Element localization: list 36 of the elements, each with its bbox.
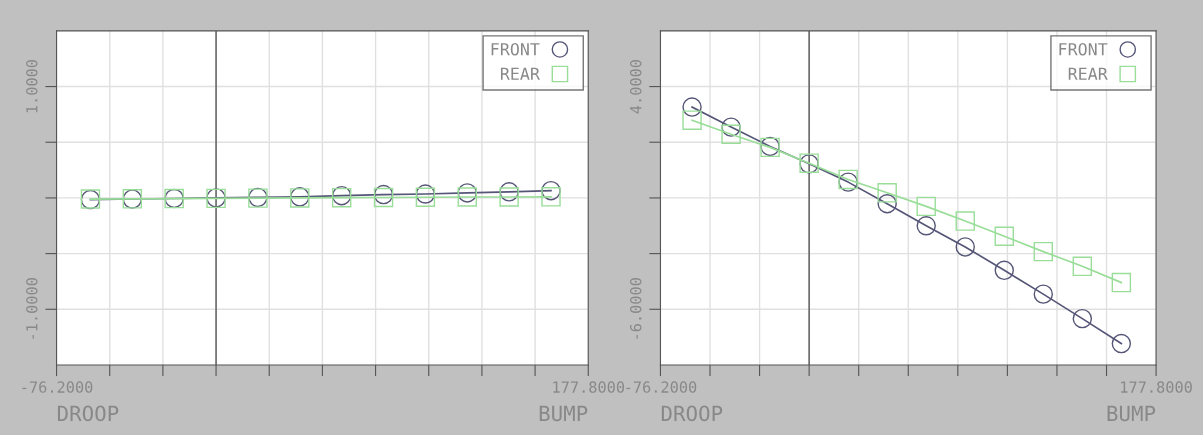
y-tick-label: 4.0000: [629, 59, 642, 114]
text: DROOP: [57, 405, 119, 422]
legend-label: FRONT: [491, 42, 540, 56]
point: [1072, 308, 1093, 329]
y-tick-label: -1.0000: [26, 278, 38, 339]
point: [682, 97, 702, 117]
point: [955, 237, 975, 257]
legend-label: REAR: [1068, 67, 1108, 80]
point: [541, 187, 561, 207]
legend-label: FRONT: [1059, 42, 1108, 56]
x-tick-label: -76.2000: [626, 381, 697, 393]
point: [1033, 284, 1054, 304]
point: [1072, 256, 1093, 277]
y-tick-label: -6.0000: [629, 278, 642, 339]
point: [1033, 241, 1054, 262]
point: [877, 183, 897, 203]
text: BUMP: [539, 405, 588, 422]
x-tick-label: 177.8000: [553, 381, 625, 393]
point: [877, 193, 897, 214]
point: [955, 211, 975, 231]
x-tick-label: -76.2000: [22, 381, 93, 393]
legend-label: REAR: [500, 67, 540, 80]
point: [916, 216, 936, 236]
point: [994, 226, 1014, 246]
text: DROOP: [661, 405, 723, 422]
point: [499, 187, 519, 207]
point: [682, 110, 702, 130]
point: [1111, 272, 1132, 293]
point: [1111, 333, 1132, 354]
x-tick-label: 177.8000: [1121, 381, 1192, 393]
point: [994, 260, 1014, 281]
point: [916, 196, 936, 217]
point: [721, 124, 741, 144]
y-tick-label: 1.0000: [26, 59, 38, 113]
text: BUMP: [1107, 405, 1156, 422]
point: [721, 117, 741, 137]
